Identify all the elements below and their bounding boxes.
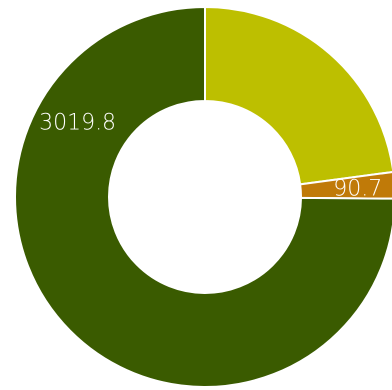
slice-label-2: 90.7	[333, 177, 382, 202]
donut-slice-3	[14, 5, 392, 388]
donut-slice-1	[204, 5, 392, 186]
slice-label-3: 3019.8	[39, 110, 116, 135]
